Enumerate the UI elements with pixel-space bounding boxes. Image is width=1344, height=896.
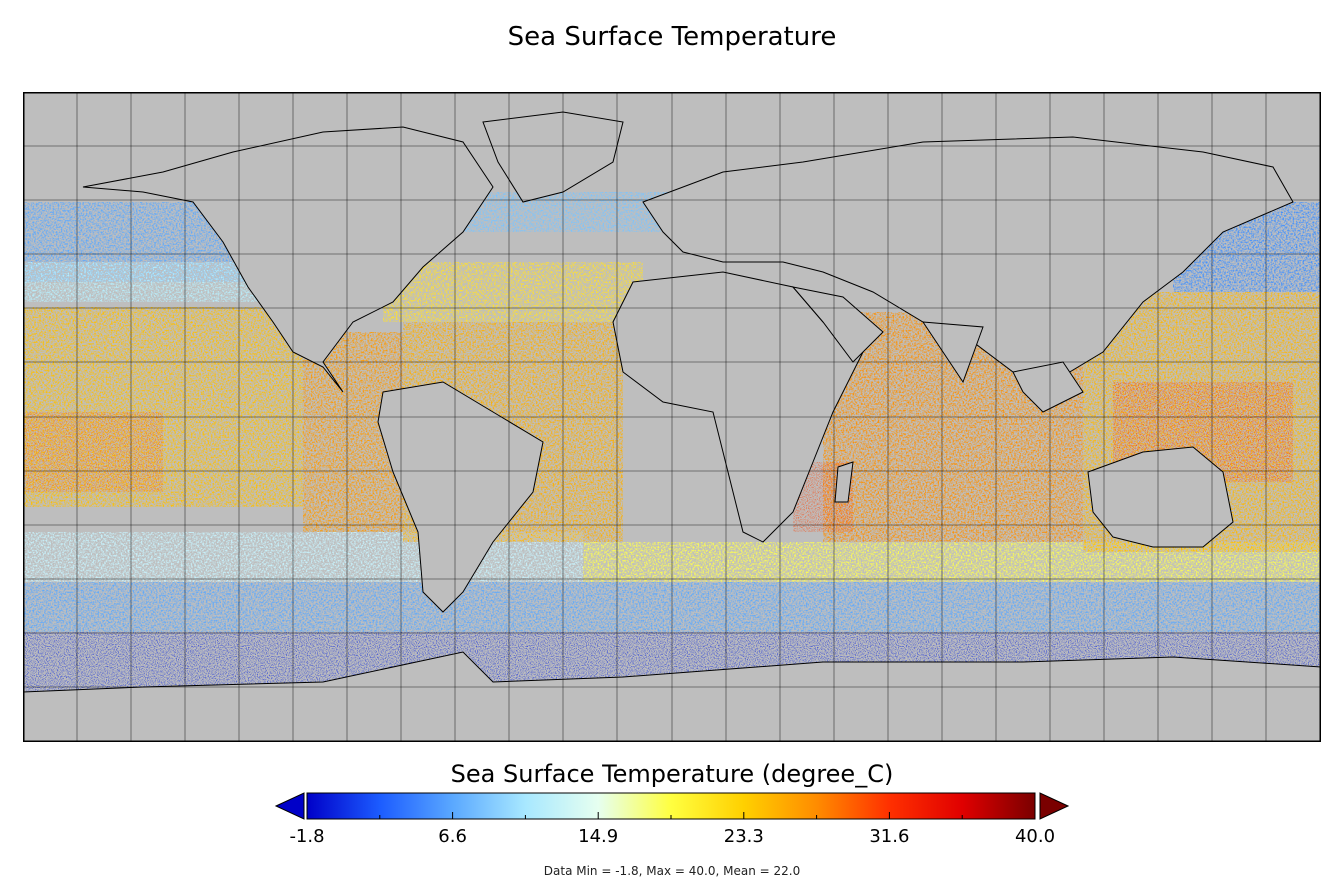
north-america: [82, 126, 494, 393]
colorbar-over-arrow: [1039, 792, 1070, 820]
data-stats: Data Min = -1.8, Max = 40.0, Mean = 22.0: [543, 864, 801, 878]
colorbar-tick-label: 23.3: [723, 826, 764, 847]
map-title: Sea Surface Temperature: [507, 22, 837, 52]
colorbar-title: Sea Surface Temperature (degree_C): [450, 760, 894, 788]
madagascar: [834, 461, 854, 503]
australia: [1087, 446, 1234, 548]
india: [922, 321, 984, 384]
colorbar-tick-label: 14.9: [578, 826, 619, 847]
colorbar-tick-label: 31.6: [869, 826, 910, 847]
colorbar-gradient: [306, 792, 1036, 820]
southeast-asia: [1012, 361, 1084, 413]
colorbar-tick-label: -1.8: [289, 826, 325, 847]
colorbar-tick-label: 40.0: [1014, 826, 1056, 847]
colorbar-under-arrow: [274, 792, 305, 820]
south-america: [377, 381, 544, 613]
graticule: [23, 92, 1321, 742]
sst-map: [23, 92, 1321, 742]
greenland: [482, 111, 624, 203]
eurasia: [642, 136, 1294, 383]
colorbar-ticks: [306, 812, 1036, 819]
colorbar-tick-label: 6.6: [438, 826, 467, 847]
map-border: [23, 92, 1321, 742]
map-canvas: [23, 92, 1321, 742]
arabia: [791, 286, 884, 363]
colorbar: [274, 792, 1070, 820]
